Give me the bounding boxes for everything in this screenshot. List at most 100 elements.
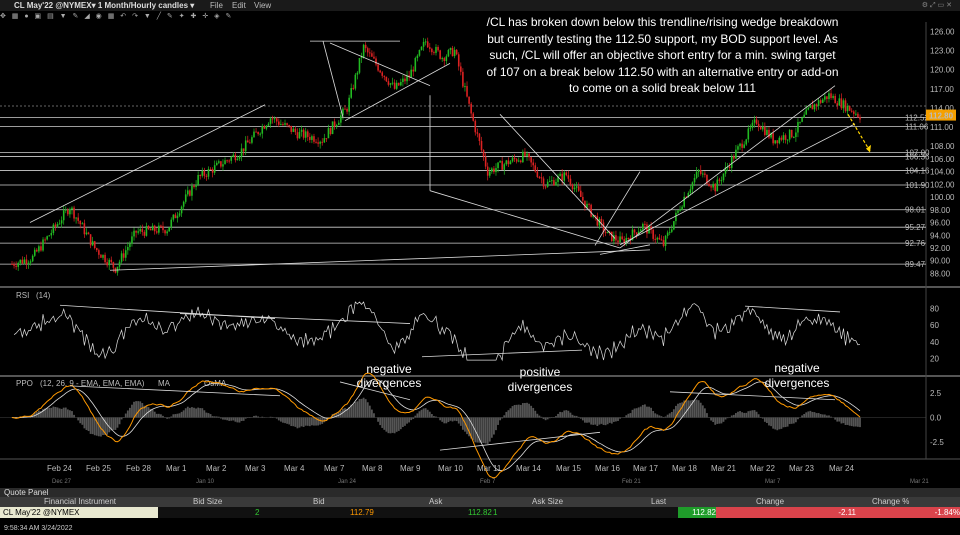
candle-body: [654, 238, 657, 240]
osma-bar: [453, 417, 456, 421]
candle-body: [716, 179, 719, 192]
osma-bar: [555, 416, 557, 418]
quote-row[interactable]: CL May'22 @NYMEX 2 112.79 112.82 1 112.8…: [0, 507, 960, 518]
candle-body: [548, 180, 551, 182]
candle-body: [755, 119, 758, 124]
candle-body: [85, 232, 88, 235]
osma-bar: [745, 412, 748, 418]
candle-body: [811, 105, 814, 110]
candle-body: [184, 194, 187, 202]
quote-panel-header[interactable]: Quote Panel: [0, 488, 960, 497]
osma-bar: [718, 417, 721, 424]
candle-body: [352, 88, 355, 90]
osma-bar: [495, 417, 497, 431]
candle-body: [290, 125, 293, 132]
col-ask[interactable]: Ask: [429, 497, 443, 506]
osma-bar: [513, 404, 516, 418]
candle-body: [571, 184, 574, 190]
candle-body: [813, 104, 816, 110]
candle-body: [662, 240, 665, 246]
price-axis-label: 88.00: [930, 269, 951, 278]
osma-bar: [69, 410, 71, 418]
osma-bar: [87, 417, 90, 432]
candle-body: [246, 140, 249, 143]
osma-bar: [350, 404, 353, 418]
candle-body: [598, 218, 601, 226]
candle-body: [855, 113, 857, 115]
window-controls[interactable]: ⚙ ⤢ ▭ ✕: [921, 2, 952, 9]
candle-body: [505, 160, 508, 165]
trendline: [599, 244, 651, 255]
candle-body: [321, 141, 324, 143]
window-title[interactable]: CL May'22 @NYMEX▾ 1 Month/Hourly candles…: [14, 1, 195, 10]
col-bid[interactable]: Bid: [313, 497, 325, 506]
candle-body: [122, 253, 125, 258]
candle-body: [623, 239, 626, 244]
candle-body: [621, 236, 623, 240]
osma-bar: [548, 417, 551, 419]
osma-bar: [854, 417, 857, 427]
osma-bar: [66, 409, 69, 418]
menu-file[interactable]: File: [210, 1, 223, 10]
candle-body: [259, 133, 261, 135]
candle-body: [261, 126, 264, 134]
osma-bar: [44, 408, 46, 418]
chart-toolbar[interactable]: ✥ ▦ ● ▣ ▤ ▼ ✎ ◢ ◉ ▦ ↶ ↷ ▼ ╱ ✎ ✦ ✚ ✛ ◈ ✎: [0, 13, 234, 20]
menu-edit[interactable]: Edit: [232, 1, 246, 10]
osma-bar: [346, 408, 348, 418]
ppo-signal-line: [11, 378, 861, 471]
candle-body: [364, 44, 367, 49]
osma-bar: [646, 406, 648, 418]
level-label: 111.06: [905, 123, 929, 132]
cell-instrument[interactable]: CL May'22 @NYMEX: [0, 507, 158, 518]
osma-bar: [635, 408, 638, 418]
candle-body: [197, 175, 199, 185]
candle-body: [447, 50, 450, 57]
osma-bar: [180, 411, 183, 418]
candle-body: [592, 215, 594, 217]
col-bid-size[interactable]: Bid Size: [193, 497, 223, 506]
osma-bar: [499, 417, 502, 421]
ppo-legend-ma: MA: [158, 379, 171, 388]
ppo-params: (12, 26, 9 - EMA, EMA, EMA): [40, 379, 145, 388]
candle-body: [278, 121, 280, 125]
osma-bar: [300, 417, 303, 427]
overview-axis-label: Jan 10: [196, 479, 215, 485]
col-ask-size[interactable]: Ask Size: [532, 497, 564, 506]
osma-bar: [362, 397, 365, 418]
osma-bar: [23, 415, 26, 418]
col-change[interactable]: Change: [756, 497, 785, 506]
osma-bar: [538, 415, 541, 418]
osma-bar: [52, 406, 55, 418]
osma-bar: [563, 410, 566, 418]
candle-body: [728, 166, 731, 168]
candle-body: [826, 96, 828, 100]
osma-bar: [672, 409, 675, 418]
col-instrument[interactable]: Financial Instrument: [44, 497, 117, 506]
col-last[interactable]: Last: [651, 497, 667, 506]
label-negative-divergences: negative: [774, 361, 820, 375]
col-change-pct[interactable]: Change %: [872, 497, 910, 506]
candle-body: [586, 203, 588, 208]
menu-view[interactable]: View: [254, 1, 272, 10]
candle-body: [718, 179, 721, 181]
osma-bar: [246, 417, 249, 419]
candle-body: [759, 127, 762, 130]
osma-bar: [168, 417, 171, 419]
candle-body: [226, 160, 228, 162]
osma-bar: [145, 405, 148, 418]
price-axis-label: 104.00: [930, 168, 955, 177]
candle-body: [577, 186, 580, 191]
candle-body: [468, 96, 470, 104]
candle-body: [460, 66, 462, 72]
osma-bar: [842, 417, 845, 424]
candle-body: [36, 249, 38, 252]
osma-bar: [292, 417, 295, 427]
osma-bar: [56, 407, 59, 418]
candle-body: [106, 262, 108, 266]
osma-bar: [430, 414, 433, 418]
osma-bar: [166, 417, 169, 419]
osma-bar: [277, 417, 280, 421]
candle-body: [486, 166, 489, 176]
